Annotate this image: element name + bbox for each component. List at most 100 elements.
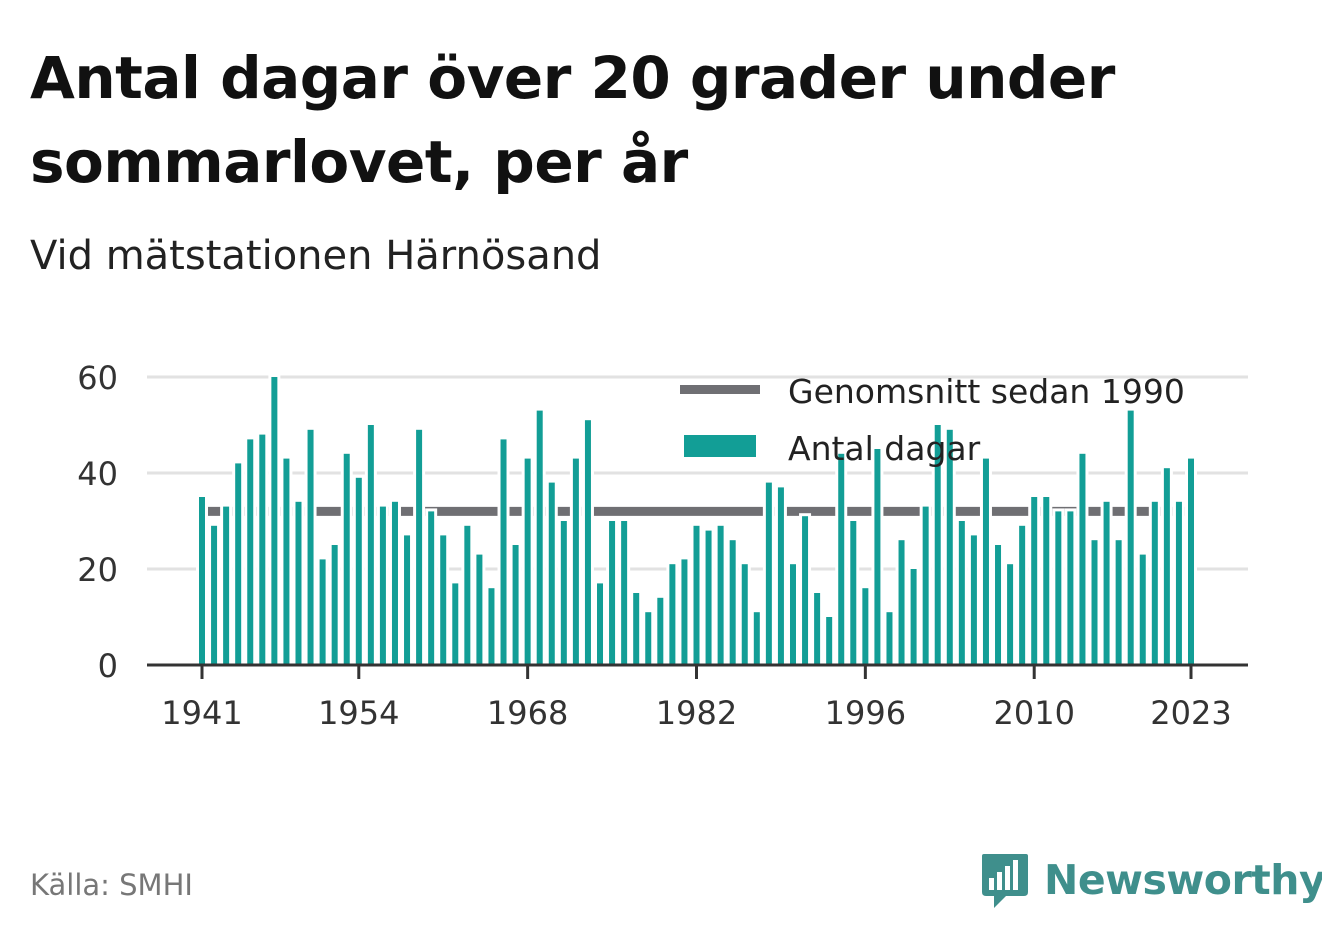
bar-1993 — [826, 617, 833, 665]
x-tick-label: 1996 — [825, 694, 906, 732]
bar-2016 — [1103, 501, 1110, 665]
bar-1975 — [609, 521, 616, 665]
legend-swatch-bars — [684, 435, 756, 457]
bar-2023 — [1188, 458, 1194, 665]
bar-1976 — [621, 521, 628, 665]
bar-1969 — [536, 410, 543, 665]
bar-1986 — [741, 564, 748, 665]
bar-1948 — [283, 458, 290, 665]
bar-2017 — [1115, 540, 1122, 665]
bar-1957 — [391, 501, 398, 665]
legend-label-bars: Antal dagar — [788, 429, 981, 468]
bar-1987 — [753, 612, 760, 665]
bar-2020 — [1151, 501, 1158, 665]
bar-1988 — [765, 482, 772, 665]
bar-2021 — [1163, 468, 1170, 665]
legend-label-average: Genomsnitt sedan 1990 — [788, 372, 1185, 411]
bar-1962 — [452, 583, 459, 665]
bar-1992 — [814, 593, 821, 665]
bar-1989 — [777, 487, 784, 665]
bar-2009 — [1019, 525, 1026, 665]
bar-2011 — [1043, 497, 1050, 665]
bar-2018 — [1127, 410, 1134, 665]
bar-1954 — [355, 477, 362, 665]
y-tick-label: 20 — [77, 551, 118, 589]
bar-1949 — [295, 501, 302, 665]
bar-1946 — [259, 434, 266, 665]
bar-1980 — [669, 564, 676, 665]
legend: Genomsnitt sedan 1990 Antal dagar — [680, 372, 1185, 468]
legend-swatch-average — [680, 385, 760, 394]
bar-1964 — [476, 554, 483, 665]
source-note: Källa: SMHI — [30, 868, 193, 902]
bar-2022 — [1175, 501, 1182, 665]
bar-2003 — [946, 429, 953, 665]
bar-1960 — [428, 511, 435, 665]
bar-1983 — [705, 530, 712, 665]
bar-1958 — [404, 535, 411, 665]
bar-1956 — [379, 506, 386, 665]
bar-1985 — [729, 540, 736, 665]
x-tick-label: 1982 — [656, 694, 737, 732]
bar-1967 — [512, 545, 519, 665]
bar-1971 — [560, 521, 567, 665]
axes: 0 20 40 60 1941 1954 1968 1982 1996 2010 2023 — [77, 359, 1248, 732]
bar-1945 — [247, 439, 254, 665]
bar-1953 — [343, 453, 350, 665]
bar-1968 — [524, 458, 531, 665]
bar-1959 — [416, 429, 423, 665]
bar-2006 — [982, 458, 989, 665]
bar-2000 — [910, 569, 917, 665]
bar-1950 — [307, 429, 314, 665]
bar-2019 — [1139, 554, 1146, 665]
y-tick-label: 60 — [77, 359, 118, 397]
bar-1942 — [211, 525, 218, 665]
bar-1943 — [223, 506, 230, 665]
bar-1978 — [645, 612, 652, 665]
brand-logo: Newsworthy — [980, 850, 1322, 910]
bar-1965 — [488, 588, 495, 665]
newsworthy-logo-icon — [982, 854, 1028, 908]
bar-1961 — [440, 535, 447, 665]
y-tick-label: 40 — [77, 455, 118, 493]
bar-2005 — [970, 535, 977, 665]
x-tick-label: 1968 — [487, 694, 568, 732]
bar-1996 — [862, 588, 869, 665]
bar-1952 — [331, 545, 338, 665]
bar-2008 — [1007, 564, 1014, 665]
bar-2013 — [1067, 511, 1074, 665]
bar-1999 — [898, 540, 905, 665]
bar-1972 — [572, 458, 579, 665]
brand-name: Newsworthy — [1044, 856, 1322, 904]
bar-2014 — [1079, 453, 1086, 665]
bar-1982 — [693, 525, 700, 665]
bar-1997 — [874, 449, 881, 665]
bar-1941 — [199, 497, 205, 665]
x-tick-label: 2023 — [1150, 694, 1231, 732]
y-tick-label: 0 — [98, 647, 118, 685]
bar-1970 — [548, 482, 555, 665]
bar-1947 — [271, 377, 278, 665]
bar-1944 — [235, 463, 242, 665]
bar-1951 — [319, 559, 326, 665]
bar-2015 — [1091, 540, 1098, 665]
bar-2004 — [958, 521, 965, 665]
bar-2007 — [995, 545, 1002, 665]
bars — [196, 374, 1197, 665]
bar-2010 — [1031, 497, 1038, 665]
bar-1955 — [367, 425, 374, 665]
bar-2002 — [934, 425, 941, 665]
bar-1994 — [838, 453, 845, 665]
chart-subtitle: Vid mätstationen Härnösand — [30, 233, 602, 279]
x-tick-label: 2010 — [993, 694, 1074, 732]
bar-1979 — [657, 597, 664, 665]
x-tick-label: 1941 — [161, 694, 242, 732]
bar-1963 — [464, 525, 471, 665]
bar-1990 — [789, 564, 796, 665]
bar-1973 — [584, 420, 591, 665]
bar-2012 — [1055, 511, 1062, 665]
bar-1998 — [886, 612, 893, 665]
bar-1977 — [633, 593, 640, 665]
bar-2001 — [922, 506, 929, 665]
x-tick-label: 1954 — [318, 694, 399, 732]
